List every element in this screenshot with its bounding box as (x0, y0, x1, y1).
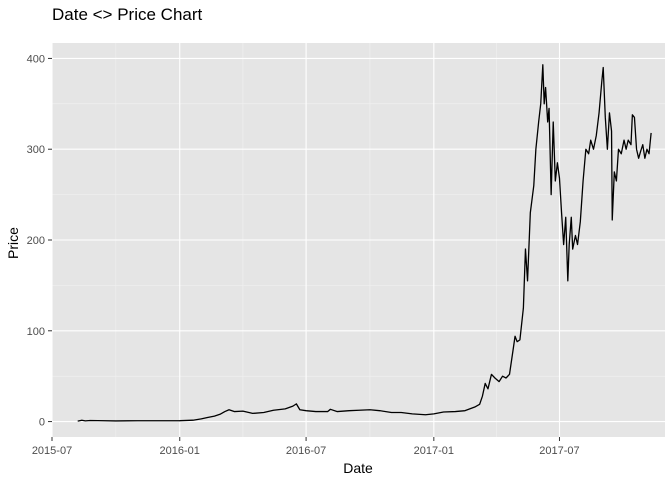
x-tick-label: 2015-07 (32, 445, 72, 457)
y-axis-title: Price (5, 227, 21, 259)
chart-title: Date <> Price Chart (52, 5, 203, 24)
x-axis-title: Date (343, 460, 373, 476)
price-line (77, 64, 652, 422)
x-tick-label: 2017-07 (539, 445, 579, 457)
y-tick-label: 0 (39, 417, 45, 429)
y-tick-label: 200 (27, 235, 45, 247)
x-tick-label: 2016-01 (160, 445, 200, 457)
y-tick-label: 400 (27, 53, 45, 65)
y-axis: 0 100 200 300 400 (27, 53, 52, 429)
y-tick-label: 300 (27, 144, 45, 156)
y-tick-label: 100 (27, 326, 45, 338)
series-layer (77, 64, 652, 422)
x-tick-label: 2017-01 (414, 445, 454, 457)
x-tick-label: 2016-07 (286, 445, 326, 457)
x-axis: 2015-07 2016-01 2016-07 2017-01 2017-07 (32, 437, 580, 457)
